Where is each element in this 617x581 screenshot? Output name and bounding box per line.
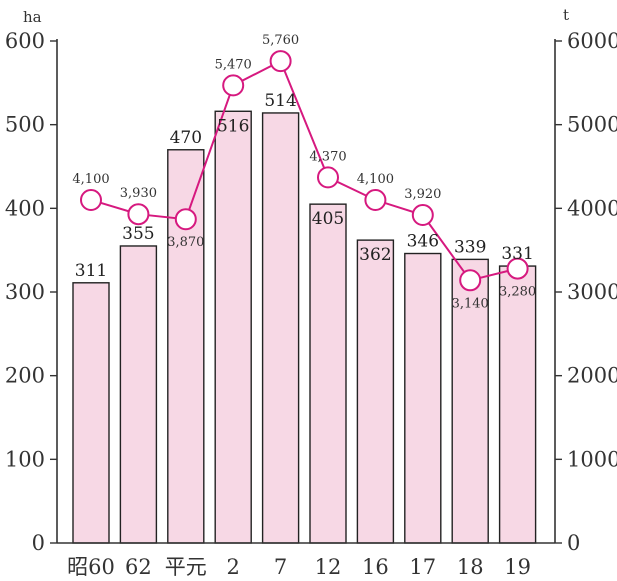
- right-axis-unit: t: [563, 6, 569, 24]
- bar: [404, 252, 442, 544]
- right-tick-label: 5000: [567, 113, 617, 137]
- axes-layer: [50, 39, 562, 544]
- bar: [309, 203, 347, 544]
- line-value-label: 4,370: [309, 149, 346, 164]
- line-value-label: 3,930: [120, 186, 157, 201]
- line-value-label: 3,920: [404, 187, 441, 202]
- x-tick-label: 18: [457, 555, 484, 579]
- x-tick-label: 平元: [165, 555, 207, 579]
- line-value-label: 3,870: [167, 235, 204, 250]
- bar: [72, 282, 110, 544]
- bar-value-label: 331: [501, 244, 533, 264]
- left-tick-label: 500: [5, 113, 45, 137]
- bar: [356, 239, 395, 544]
- x-tick-label: 12: [315, 555, 342, 579]
- line-marker: [317, 166, 339, 189]
- bar: [498, 265, 537, 544]
- right-tick-label: 6000: [567, 29, 617, 53]
- bar: [214, 110, 252, 544]
- line-marker: [411, 204, 434, 227]
- bar-value-label: 339: [454, 237, 486, 257]
- bar: [261, 112, 300, 544]
- left-tick-label: 0: [32, 531, 45, 555]
- right-tick-label: 0: [567, 531, 580, 555]
- right-tick-label: 2000: [567, 364, 617, 388]
- bar: [119, 245, 158, 544]
- left-tick-label: 100: [5, 447, 45, 471]
- x-tick-label: 62: [125, 555, 152, 579]
- bar-value-label: 516: [217, 116, 249, 136]
- line-marker: [269, 50, 292, 73]
- line-marker: [222, 74, 245, 97]
- line-marker: [80, 188, 102, 211]
- line-marker: [174, 208, 197, 231]
- bar-value-label: 405: [312, 209, 344, 229]
- left-tick-label: 400: [5, 196, 45, 220]
- bar-value-label: 346: [407, 232, 439, 252]
- bar-value-label: 362: [359, 245, 391, 265]
- line-marker: [506, 257, 529, 280]
- bar-value-label: 470: [170, 128, 202, 148]
- line-series-layer: [80, 50, 529, 292]
- line-series: [90, 59, 518, 282]
- left-tick-label: 200: [5, 364, 45, 388]
- bar-value-label: 514: [264, 91, 296, 111]
- line-marker: [459, 269, 482, 292]
- line-value-label: 4,100: [72, 172, 109, 187]
- line-value-label: 3,140: [452, 296, 489, 311]
- x-tick-label: 昭60: [67, 555, 115, 579]
- bar: [451, 258, 489, 544]
- left-tick-label: 600: [5, 29, 45, 53]
- x-tick-label: 7: [274, 555, 287, 579]
- left-tick-label: 300: [5, 280, 45, 304]
- line-value-label: 5,470: [215, 57, 252, 72]
- line-value-label: 3,280: [499, 285, 536, 300]
- left-axis-unit: ha: [23, 8, 42, 26]
- right-tick-label: 3000: [567, 280, 617, 304]
- line-marker: [364, 188, 387, 211]
- line-value-label: 4,100: [357, 172, 394, 187]
- x-tick-label: 2: [227, 555, 240, 579]
- bars-layer: [72, 110, 537, 544]
- right-tick-label: 4000: [567, 196, 617, 220]
- labels-layer: 0100200300400500600010002000300040005000…: [5, 6, 617, 579]
- line-marker: [127, 203, 150, 226]
- bar-value-label: 311: [75, 261, 107, 281]
- x-tick-label: 19: [504, 555, 531, 579]
- x-tick-label: 16: [362, 555, 389, 579]
- x-tick-label: 17: [409, 555, 436, 579]
- line-value-label: 5,760: [262, 33, 299, 48]
- bar-value-label: 355: [122, 224, 154, 244]
- right-tick-label: 1000: [567, 447, 617, 471]
